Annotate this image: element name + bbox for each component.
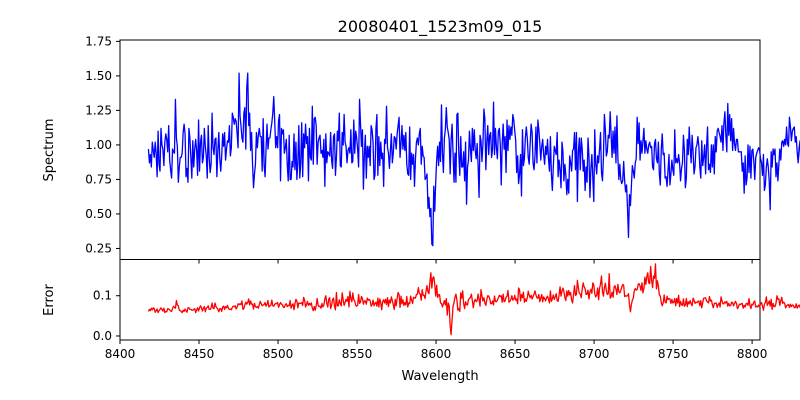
spectrum-y-tick-label: 1.00 [85, 138, 112, 152]
error-x-tick-label: 8400 [105, 347, 136, 361]
chart-title: 20080401_1523m09_015 [338, 17, 543, 37]
spectrum-y-tick-label: 1.75 [85, 34, 112, 48]
spectrum-y-tick-label: 1.25 [85, 103, 112, 117]
error-x-tick-label: 8600 [421, 347, 452, 361]
error-x-tick-label: 8800 [737, 347, 768, 361]
error-x-ticks: 8400 8450 8500 8550 8600 8650 8700 8750 8800 [105, 340, 768, 361]
error-y-tick-label: 0.0 [93, 329, 112, 343]
error-y-axis-label: Error [42, 284, 57, 316]
spectrum-y-axis-label: Spectrum [42, 119, 57, 182]
error-panel: 0.00.1 8400 8450 8500 8550 8600 8650 8700 8750 8… [42, 259, 800, 384]
spectrum-y-tick-label: 0.25 [85, 241, 112, 255]
spectrum-series [147, 72, 800, 247]
error-axes-frame [119, 259, 761, 341]
spectrum-y-tick-label: 1.50 [85, 69, 112, 83]
spectrum-panel: 0.25 0.50 0.75 1.00 1.25 1.50 1.75 Spectrum [42, 34, 800, 264]
error-x-tick-label: 8500 [263, 347, 294, 361]
error-line [147, 263, 800, 336]
error-x-tick-label: 8550 [342, 347, 373, 361]
error-x-tick-label: 8450 [184, 347, 215, 361]
error-x-tick-label: 8650 [500, 347, 531, 361]
error-x-tick-label: 8700 [579, 347, 610, 361]
error-x-tick-label: 8750 [658, 347, 689, 361]
error-series [147, 263, 800, 336]
spectrum-y-tick-label: 0.50 [85, 207, 112, 221]
spectrum-y-tick-label: 0.75 [85, 172, 112, 186]
x-axis-label: Wavelength [401, 369, 478, 384]
spectrum-y-ticks: 0.25 0.50 0.75 1.00 1.25 1.50 1.75 [85, 34, 120, 255]
spectrum-line [147, 72, 800, 247]
error-y-ticks: 0.0 0.1 [93, 289, 120, 343]
error-y-tick-label: 0.1 [93, 289, 112, 303]
